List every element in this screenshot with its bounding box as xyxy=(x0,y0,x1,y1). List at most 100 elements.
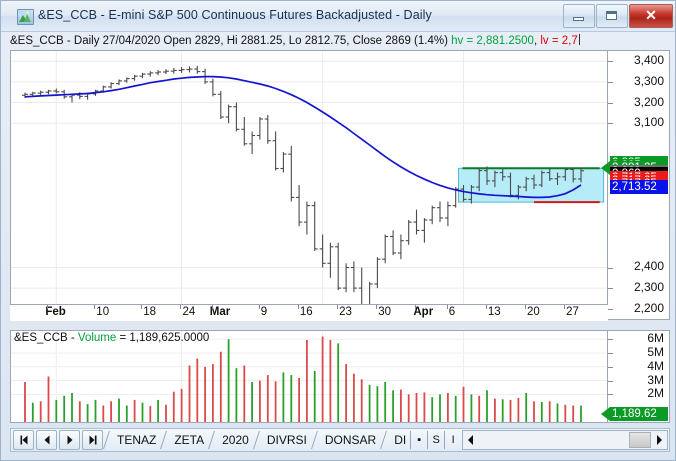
volume-axis-label: 3M xyxy=(647,372,664,387)
x-axis-tick xyxy=(94,305,96,309)
price-chart-pane[interactable] xyxy=(10,50,608,320)
x-axis-label: 18 xyxy=(143,306,157,318)
nav-next-button[interactable] xyxy=(59,430,80,450)
volume-axis-label: 6M xyxy=(647,331,664,346)
x-axis-tick xyxy=(297,305,299,309)
x-axis-label: 20 xyxy=(527,306,540,318)
x-axis-tick xyxy=(525,305,526,309)
price-axis-tick xyxy=(608,123,613,125)
lv-value: lv = 2,7 xyxy=(540,35,578,47)
price-axis-tick xyxy=(608,61,613,63)
price-axis-label: 3,400 xyxy=(633,53,664,68)
price-axis-label: 3,200 xyxy=(633,94,664,109)
scrollbar-thumb[interactable] xyxy=(629,432,651,448)
window-title: &ES_CCB - E-mini S&P 500 Continuous Futu… xyxy=(38,8,432,22)
tab-tenaz[interactable]: TENAZ xyxy=(117,433,157,447)
status-separator: , xyxy=(533,35,541,47)
price-axis-tick xyxy=(608,308,613,310)
tab-zeta[interactable]: ZETA xyxy=(174,433,205,447)
volume-axis-label: 5M xyxy=(647,345,664,360)
price-axis[interactable]: 3,4003,3003,2003,1002,4002,3002,200002,8… xyxy=(601,50,670,320)
tab-separator xyxy=(160,431,170,449)
close-button[interactable]: ✕ xyxy=(629,4,673,28)
volume-axis-tick xyxy=(608,339,613,341)
price-axis-tick xyxy=(608,288,613,290)
volume-axis-tick xyxy=(608,380,613,382)
x-axis-label: 6 xyxy=(448,306,456,318)
price-tag-pointer xyxy=(601,161,610,176)
quote-ohlc-text: &ES_CCB - Daily 27/04/2020 Open 2829, Hi… xyxy=(10,35,452,47)
x-axis-label: 9 xyxy=(260,306,268,318)
quote-status-line: &ES_CCB - Daily 27/04/2020 Open 2829, Hi… xyxy=(10,34,580,50)
x-axis-tick xyxy=(180,305,182,309)
x-axis: Feb 10 18 24 Mar 9 16 23 30 Apr 6 13 20 27 xyxy=(10,304,608,321)
close-icon: ✕ xyxy=(645,7,657,23)
tab-donsar[interactable]: DONSAR xyxy=(324,433,377,447)
tab-di[interactable]: DI xyxy=(394,433,407,447)
volume-tag-pointer xyxy=(601,407,610,421)
price-axis-tick xyxy=(608,267,613,269)
volume-chart-pane[interactable] xyxy=(10,330,608,423)
price-axis-label: 2,300 xyxy=(633,280,664,295)
x-axis-label: 27 xyxy=(566,306,579,318)
volume-header: &ES_CCB - Volume = 1,189,625.0000 xyxy=(14,332,209,344)
nav-first-button[interactable] xyxy=(13,430,34,450)
nav-last-button[interactable] xyxy=(82,430,103,450)
x-axis-tick xyxy=(337,305,339,309)
x-axis-tick xyxy=(211,305,213,309)
x-axis-tick xyxy=(446,305,448,309)
maximize-button[interactable] xyxy=(596,4,628,28)
i-beam-icon[interactable]: I xyxy=(444,431,461,449)
volume-last-value: 1,189.62 xyxy=(612,408,657,420)
x-axis-label: Mar xyxy=(209,306,231,318)
x-axis-tick xyxy=(415,305,417,309)
chart-image-icon xyxy=(17,9,34,25)
x-axis-label: 13 xyxy=(487,306,501,318)
scroll-left-button[interactable] xyxy=(463,432,478,448)
volume-symbol: &ES_CCB - xyxy=(14,332,78,344)
tab-separator xyxy=(103,431,113,449)
tab-separator xyxy=(311,431,321,449)
x-axis-tick xyxy=(564,305,566,309)
volume-last-tag[interactable]: 1,189.62 xyxy=(601,407,668,421)
x-axis-label: Apr xyxy=(413,306,434,318)
tab-separator xyxy=(253,431,263,449)
workspace-tabbar: TENAZ ZETA 2020 DIVRSI DONSAR DI ▪ S I xyxy=(10,428,670,452)
price-axis-label: 2,400 xyxy=(633,259,664,274)
x-axis-label: 10 xyxy=(96,306,110,318)
price-series-svg xyxy=(11,51,607,319)
x-axis-tick xyxy=(141,305,143,309)
volume-axis[interactable]: 6M 5M 4M 3M 2M 1,189.62 xyxy=(601,330,670,423)
x-axis-label: Feb xyxy=(45,306,66,318)
dot-icon[interactable]: ▪ xyxy=(410,431,427,449)
window-titlebar: &ES_CCB - E-mini S&P 500 Continuous Futu… xyxy=(1,1,675,32)
s-curve-icon[interactable]: S xyxy=(427,431,444,449)
volume-series-svg xyxy=(11,331,607,422)
hv-value: hv = 2,881.2500 xyxy=(451,35,534,47)
minimize-button[interactable] xyxy=(563,4,595,28)
x-axis-label: 23 xyxy=(339,306,352,318)
scrollbar-track[interactable] xyxy=(478,432,667,448)
tab-2020[interactable]: 2020 xyxy=(222,433,249,447)
tab-scrollbar[interactable] xyxy=(462,430,668,450)
nav-prev-button[interactable] xyxy=(36,430,57,450)
x-axis-label: 30 xyxy=(378,306,392,318)
price-axis-label: 3,300 xyxy=(633,73,664,88)
window-controls: ✕ xyxy=(562,4,673,28)
price-tag-blue[interactable]: 2,713.52 xyxy=(610,180,668,195)
scroll-right-button[interactable] xyxy=(652,432,667,448)
price-axis-label: 3,100 xyxy=(633,115,664,130)
tab-separator xyxy=(208,431,218,449)
price-axis-label: 2,200 xyxy=(633,300,664,315)
tab-divrsi[interactable]: DIVRSI xyxy=(266,433,307,447)
x-axis-label: 16 xyxy=(299,306,313,318)
volume-axis-tick xyxy=(608,366,613,368)
volume-axis-tick xyxy=(608,394,613,396)
volume-value: = 1,189,625.0000 xyxy=(116,332,210,344)
price-axis-tick xyxy=(608,81,613,83)
x-axis-tick xyxy=(258,305,260,309)
x-axis-tick xyxy=(376,305,378,309)
price-tag-value: 2,713.52 xyxy=(612,181,657,194)
x-axis-tick xyxy=(485,305,487,309)
